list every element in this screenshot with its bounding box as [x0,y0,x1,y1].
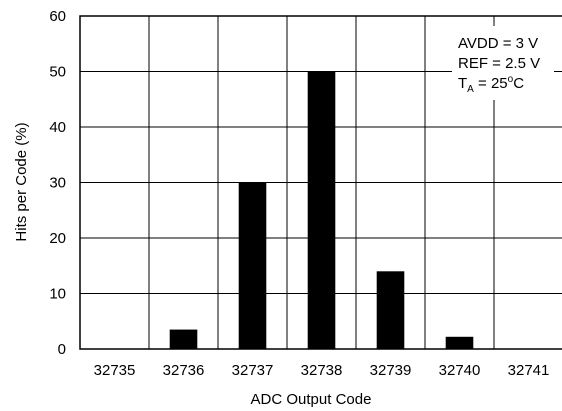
annotation-t-sub: A [467,84,474,95]
x-axis-label: ADC Output Code [251,391,372,408]
annotation-background [452,26,554,100]
x-tick-label: 32737 [232,362,274,379]
bar-32738 [307,71,336,349]
plot-frame [79,15,562,350]
annotation-t: T [458,75,467,92]
annotation-unit: C [513,75,524,92]
conditions-annotation: AVDD = 3 V REF = 2.5 V TA = 25oC [452,26,554,100]
bar-32736 [169,329,198,349]
x-tick-label: 32736 [163,362,205,379]
x-tick-label: 32740 [439,362,481,379]
y-axis-label: Hits per Code (%) [13,122,30,241]
x-tick-label: 32735 [94,362,136,379]
y-tick-label: 10 [49,286,66,303]
annotation-temperature: TA = 25oC [458,74,524,95]
y-tick-labels: 0 10 20 30 40 50 60 [49,8,66,358]
x-tick-label: 32741 [508,362,550,379]
x-tick-label: 32739 [370,362,412,379]
y-tick-label: 20 [49,230,66,247]
y-tick-label: 0 [58,341,66,358]
x-tick-labels: 32735 32736 32737 32738 32739 32740 32741 [94,362,550,379]
annotation-avdd: AVDD = 3 V [458,35,538,52]
bar-32739 [376,271,405,349]
y-tick-label: 30 [49,175,66,192]
bar-32737 [238,182,267,349]
y-tick-label: 50 [49,64,66,81]
x-tick-label: 32738 [301,362,343,379]
y-tick-label: 60 [49,8,66,25]
bar-32740 [445,336,474,349]
bars [169,71,474,349]
annotation-t-value: = 25 [474,75,508,92]
annotation-ref: REF = 2.5 V [458,55,540,72]
y-tick-label: 40 [49,119,66,136]
annotation-degree: o [508,74,514,85]
